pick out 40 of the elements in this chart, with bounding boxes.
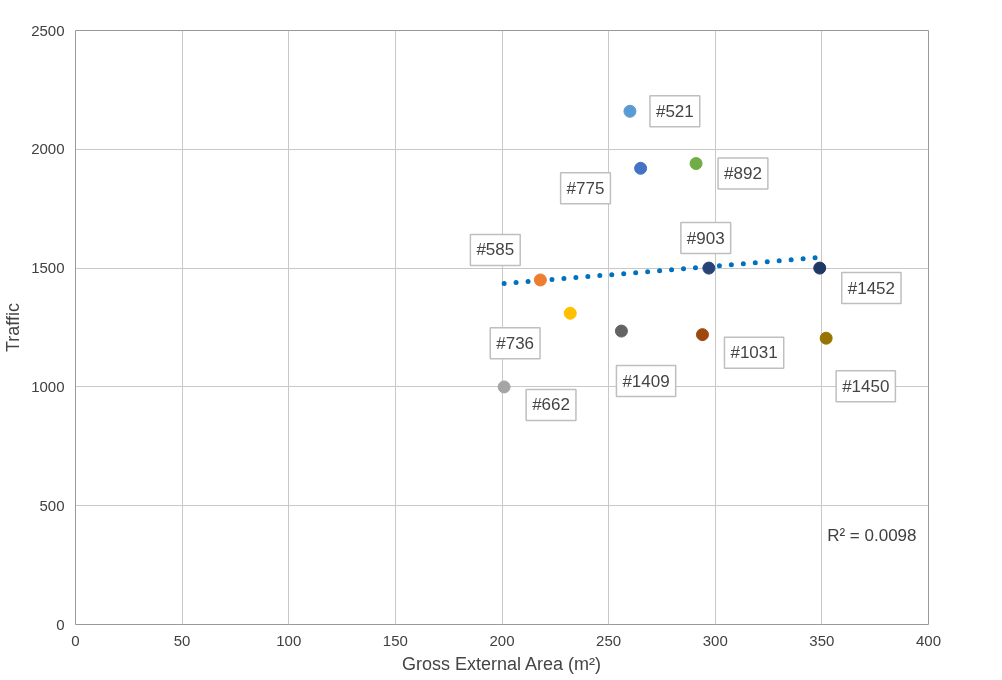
- point: [634, 161, 648, 175]
- x-tick-label: 350: [809, 631, 835, 649]
- annotation: #1031: [730, 343, 778, 363]
- point: [614, 324, 628, 338]
- y-axis-title: Traffic: [3, 302, 24, 352]
- y-tick-label: 2500: [31, 21, 65, 39]
- annotation: #775: [566, 178, 605, 198]
- annotation: #903: [686, 228, 725, 248]
- point: [695, 328, 709, 342]
- point: [819, 331, 833, 345]
- y-tick-label: 0: [56, 615, 65, 633]
- x-axis-title: Gross External Area (m²): [401, 653, 602, 674]
- annotation: #1409: [622, 371, 670, 391]
- y-tick-label: 1000: [31, 377, 65, 395]
- x-tick-label: 400: [915, 631, 942, 649]
- annotation: #662: [532, 395, 570, 415]
- annotation: R² = 0.0098: [827, 525, 917, 545]
- point: [689, 157, 703, 171]
- x-tick-label: 0: [71, 631, 80, 649]
- point: [813, 261, 827, 275]
- point: [623, 104, 637, 118]
- point: [702, 261, 716, 275]
- x-tick-label: 50: [173, 631, 191, 649]
- y-tick-label: 500: [39, 496, 65, 514]
- annotation: #1452: [847, 278, 896, 298]
- x-tick-label: 100: [276, 631, 302, 649]
- x-tick-label: 150: [382, 631, 408, 649]
- point: [533, 273, 547, 287]
- annotation: #736: [496, 333, 535, 353]
- y-tick-label: 1500: [31, 259, 65, 277]
- annotation: #892: [724, 164, 762, 184]
- point: [497, 380, 511, 394]
- y-tick-label: 2000: [31, 140, 65, 158]
- x-tick-label: 250: [596, 631, 622, 649]
- annotation: #521: [655, 101, 694, 121]
- x-tick-label: 200: [489, 631, 515, 649]
- x-tick-label: 300: [702, 631, 728, 649]
- annotation: #1450: [842, 376, 890, 396]
- point: [563, 306, 577, 320]
- annotation: #585: [476, 240, 515, 260]
